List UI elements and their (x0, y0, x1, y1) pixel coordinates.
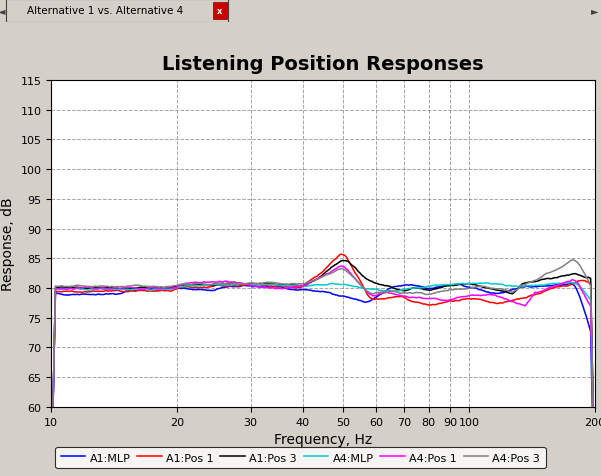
A1:MLP (579, 304, 587, 309)
A1:Pos 3 (309, 279, 316, 285)
A4:Pos 3 (309, 278, 316, 284)
A4:Pos 1 (343, 267, 350, 272)
A4:Pos 1 (579, 290, 587, 296)
A1:MLP (306, 288, 313, 293)
A1:Pos 3 (306, 280, 313, 286)
A1:MLP (342, 294, 349, 300)
A1:Pos 1 (309, 276, 316, 282)
A1:Pos 1 (579, 278, 587, 284)
Line: A4:Pos 1: A4:Pos 1 (51, 267, 595, 476)
A4:Pos 1 (309, 278, 316, 284)
Line: A4:Pos 3: A4:Pos 3 (51, 260, 595, 476)
A4:MLP (566, 280, 573, 286)
X-axis label: Frequency, Hz: Frequency, Hz (274, 432, 372, 446)
A1:Pos 1 (343, 255, 350, 260)
A4:Pos 3 (493, 286, 501, 292)
Line: A1:MLP: A1:MLP (51, 283, 595, 476)
A4:Pos 1 (337, 264, 344, 269)
Text: Alternative 1 vs. Alternative 4: Alternative 1 vs. Alternative 4 (27, 7, 183, 17)
A4:Pos 3 (342, 268, 349, 274)
A4:Pos 1 (372, 293, 379, 299)
A1:MLP (371, 296, 379, 301)
Legend: A1:MLP, A1:Pos 1, A1:Pos 3, A4:MLP, A4:Pos 1, A4:Pos 3: A1:MLP, A1:Pos 1, A1:Pos 3, A4:MLP, A4:P… (55, 447, 546, 468)
Title: Listening Position Responses: Listening Position Responses (162, 55, 484, 74)
A1:MLP (567, 280, 575, 286)
A1:MLP (309, 288, 316, 294)
A1:Pos 3 (579, 274, 587, 280)
Line: A1:Pos 1: A1:Pos 1 (51, 255, 595, 476)
A4:Pos 1 (306, 280, 313, 286)
A4:MLP (371, 287, 379, 292)
A4:Pos 3 (306, 279, 313, 285)
A4:Pos 3 (371, 291, 379, 297)
A4:Pos 1 (495, 294, 502, 300)
A1:Pos 3 (372, 281, 379, 287)
A4:Pos 3 (579, 268, 587, 274)
A4:MLP (342, 282, 349, 288)
A1:Pos 3 (343, 258, 350, 264)
Text: x: x (218, 7, 222, 16)
A4:MLP (309, 283, 316, 288)
A4:Pos 3 (570, 258, 577, 263)
A4:MLP (306, 283, 313, 289)
Y-axis label: Response, dB: Response, dB (1, 197, 15, 291)
A1:Pos 3 (495, 288, 502, 294)
A4:MLP (579, 288, 587, 293)
A1:Pos 1 (372, 297, 379, 302)
Bar (213, 3, 227, 20)
Line: A4:MLP: A4:MLP (51, 283, 595, 476)
A1:Pos 3 (340, 258, 347, 264)
A1:Pos 1 (337, 252, 344, 258)
A4:MLP (493, 281, 501, 287)
Bar (6, 0, 228, 23)
Text: ◄: ◄ (0, 7, 5, 17)
A1:Pos 1 (495, 301, 502, 307)
A1:MLP (493, 291, 501, 297)
Text: ►: ► (591, 7, 599, 17)
Line: A1:Pos 3: A1:Pos 3 (51, 261, 595, 476)
A1:Pos 1 (306, 278, 313, 284)
